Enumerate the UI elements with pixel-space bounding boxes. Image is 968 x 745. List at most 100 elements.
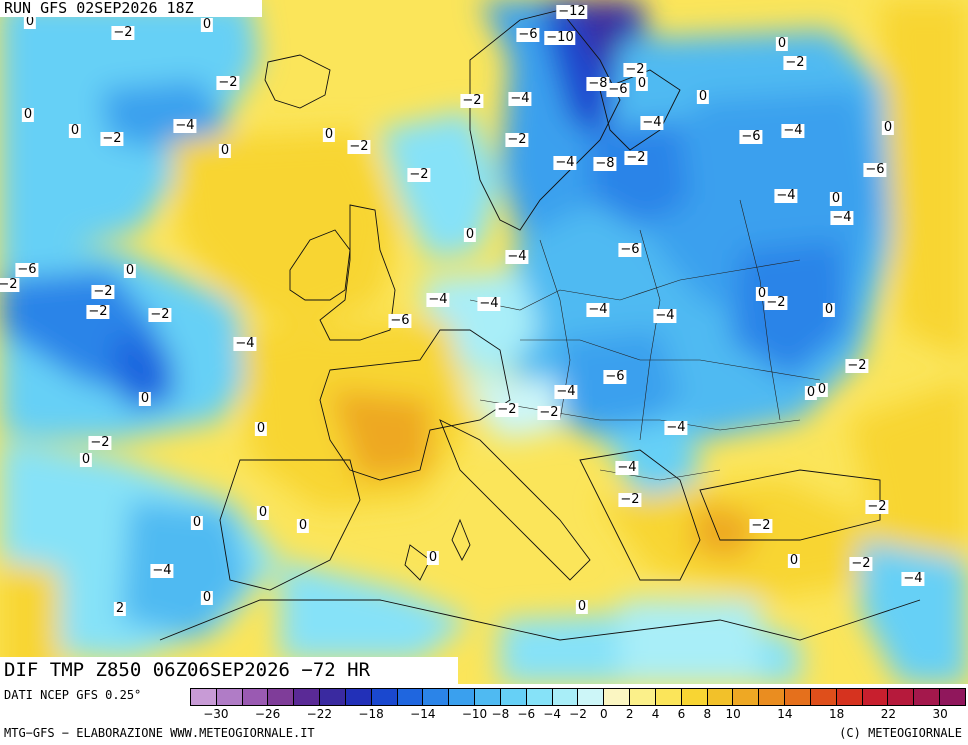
contour-label: −2 [618,492,642,507]
contour-label: −6 [388,313,412,328]
contour-label: −8 [593,156,617,171]
legend-swatch [940,689,965,705]
legend-tick-label: −18 [358,707,384,721]
legend-swatch [836,689,863,705]
contour-label: −6 [606,82,630,97]
contour-label: −2 [407,167,431,182]
contour-label: −10 [544,30,576,45]
contour-label: −4 [554,384,578,399]
contour-label: −2 [216,75,240,90]
contour-label: −2 [111,25,135,40]
contour-label: −2 [623,62,647,77]
legend-swatch [320,689,346,705]
contour-label: −2 [845,358,869,373]
contour-label: 0 [635,76,649,91]
contour-label: −4 [615,460,639,475]
legend-tick-label: −30 [203,707,229,721]
contour-label: −2 [749,518,773,533]
legend-tick-label: 0 [600,707,608,721]
legend-swatch [449,689,476,705]
legend-swatch [526,689,553,705]
legend-swatch [785,689,811,705]
legend-swatch [707,689,734,705]
contour-label: 0 [829,191,843,206]
contour-label: 0 [822,302,836,317]
run-title: RUN GFS 02SEP2026 18Z [0,0,262,17]
legend-tick-label: −10 [461,707,488,721]
legend-swatch [371,689,398,705]
contour-label: −6 [739,129,763,144]
contour-label: −2 [100,131,124,146]
legend-tick-label: 22 [880,707,897,721]
contour-label: −6 [15,262,39,277]
contour-label: 0 [200,17,214,32]
contour-label: 0 [322,127,336,142]
legend-tick-label: 2 [625,707,634,721]
legend-swatch [578,689,605,705]
contour-label: 0 [815,382,829,397]
map-canvas [0,0,968,684]
contour-label: 0 [575,599,589,614]
contour-label: −4 [774,188,798,203]
legend-tick-label: −4 [543,707,561,721]
contour-label: 0 [190,515,204,530]
legend-swatch [397,689,424,705]
contour-label: −4 [233,336,257,351]
legend-swatch [862,689,889,705]
legend-tick-label: −2 [569,707,587,721]
contour-label: 0 [23,14,37,29]
contour-label: −2 [148,307,172,322]
field-title: DIF TMP Z850 06Z06SEP2026 −72 HR [0,657,458,684]
credit-right: (C) METEOGIORNALE [839,726,962,740]
temperature-anomaly-map [0,0,968,684]
legend-swatch [630,689,656,705]
legend-swatch [475,689,501,705]
contour-label: −4 [586,302,610,317]
contour-label: −6 [516,27,540,42]
contour-label: 0 [256,505,270,520]
contour-label: −2 [0,278,20,292]
contour-label: 0 [138,391,152,406]
legend-swatch [500,689,527,705]
color-legend-ticks: −30 −26 −22 −18 −14 −10 −8 −6 −4 −2 0 2 4 6 8 10 14 18 22 3… [190,707,966,723]
legend-tick-label: −22 [306,707,332,721]
legend-swatch [242,689,269,705]
legend-swatch [888,689,915,705]
legend-swatch [268,689,295,705]
legend-tick-label: 4 [651,707,660,721]
contour-label: −4 [781,123,805,138]
legend-tick-label: 30 [932,707,948,721]
contour-label: −2 [624,150,648,165]
contour-label: −4 [653,308,677,323]
contour-label: 0 [254,421,268,436]
contour-label: 0 [68,123,82,138]
contour-label: −4 [901,571,925,586]
legend-tick-label: 10 [725,707,741,721]
contour-label: 0 [296,518,310,533]
legend-tick-label: 8 [703,707,712,721]
legend-swatch [914,689,941,705]
contour-label: 0 [200,590,214,605]
legend-tick-label: −14 [410,707,436,721]
legend-swatch [191,689,217,705]
color-legend-bar [190,688,966,706]
contour-label: −4 [640,115,664,130]
legend-swatch [552,689,579,705]
contour-label: −6 [618,242,642,257]
legend-tick-label: 6 [677,707,686,721]
contour-label: −4 [477,296,501,311]
contour-label: −2 [86,304,110,319]
legend-swatch [216,689,243,705]
legend-swatch [345,689,372,705]
contour-label: −8 [586,76,610,91]
contour-label: 0 [881,120,895,135]
contour-label: 0 [218,143,232,158]
data-source-label: DATI NCEP GFS 0.25° [4,688,142,702]
contour-label: −6 [863,162,887,177]
legend-swatch [294,689,321,705]
contour-label: 0 [426,550,440,565]
contour-label: 2 [113,601,127,616]
legend-swatch [423,689,450,705]
contour-label: −2 [91,284,115,299]
legend-swatch [655,689,682,705]
